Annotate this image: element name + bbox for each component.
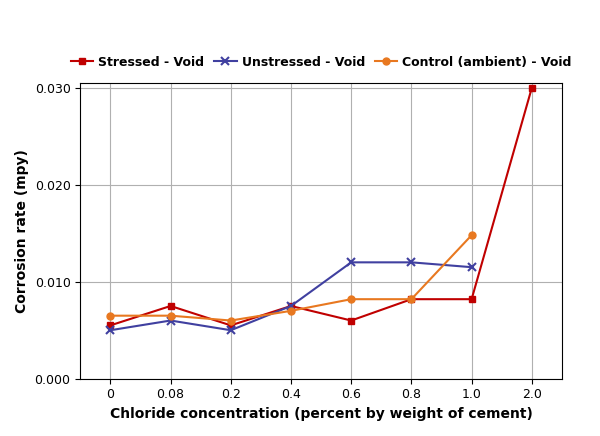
Control (ambient) - Void bbox=[347, 296, 355, 302]
Legend: Stressed - Void, Unstressed - Void, Control (ambient) - Void: Stressed - Void, Unstressed - Void, Cont… bbox=[65, 51, 577, 74]
Stressed - Void bbox=[347, 318, 355, 323]
Line: Unstressed - Void: Unstressed - Void bbox=[106, 258, 476, 334]
Control (ambient) - Void bbox=[167, 313, 174, 318]
Control (ambient) - Void bbox=[408, 296, 415, 302]
Unstressed - Void bbox=[468, 265, 475, 270]
X-axis label: Chloride concentration (percent by weight of cement): Chloride concentration (percent by weigh… bbox=[110, 407, 533, 421]
Y-axis label: Corrosion rate (mpy): Corrosion rate (mpy) bbox=[15, 149, 29, 313]
Unstressed - Void bbox=[227, 327, 235, 333]
Stressed - Void bbox=[287, 303, 295, 309]
Control (ambient) - Void bbox=[287, 308, 295, 313]
Control (ambient) - Void bbox=[227, 318, 235, 323]
Line: Stressed - Void: Stressed - Void bbox=[107, 84, 535, 329]
Stressed - Void bbox=[528, 85, 535, 90]
Control (ambient) - Void bbox=[468, 232, 475, 238]
Unstressed - Void bbox=[347, 260, 355, 265]
Unstressed - Void bbox=[408, 260, 415, 265]
Unstressed - Void bbox=[287, 303, 295, 309]
Stressed - Void bbox=[227, 323, 235, 328]
Line: Control (ambient) - Void: Control (ambient) - Void bbox=[107, 232, 475, 324]
Control (ambient) - Void bbox=[107, 313, 114, 318]
Stressed - Void bbox=[468, 296, 475, 302]
Stressed - Void bbox=[167, 303, 174, 309]
Unstressed - Void bbox=[107, 327, 114, 333]
Stressed - Void bbox=[408, 296, 415, 302]
Unstressed - Void bbox=[167, 318, 174, 323]
Stressed - Void bbox=[107, 323, 114, 328]
